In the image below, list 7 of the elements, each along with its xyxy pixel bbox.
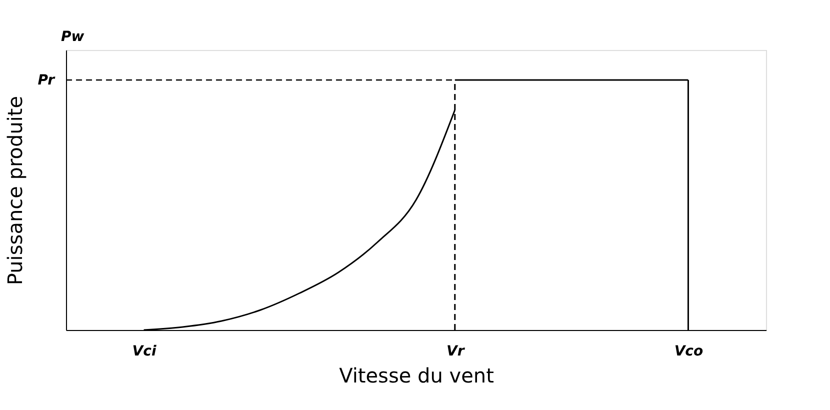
x-axis-title: Vitesse du vent: [339, 364, 494, 388]
x-tick-label: Vco: [674, 344, 704, 360]
x-tick-label: Vci: [132, 344, 156, 360]
ref-line-label: Pr: [38, 72, 56, 88]
y-axis-title: Puissance produite: [2, 96, 27, 286]
x-tick-label: Vr: [446, 344, 466, 360]
text: Pw: [61, 29, 84, 45]
